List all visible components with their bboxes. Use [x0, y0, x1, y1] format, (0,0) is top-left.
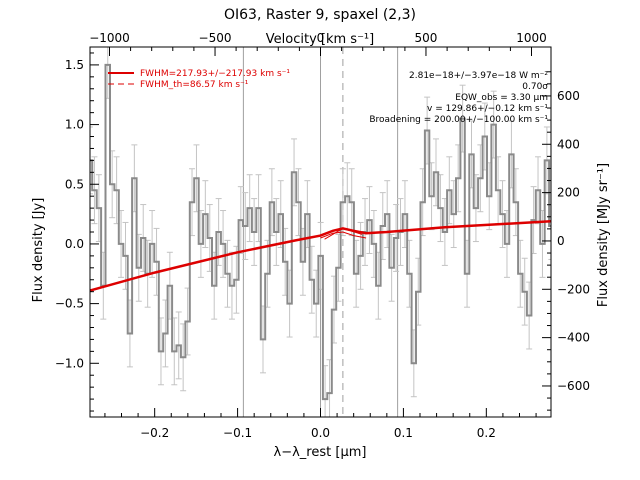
x-tick-label: −0.2	[140, 426, 169, 440]
x-tick-label: 0.2	[477, 426, 496, 440]
legend-label: FWHM_th=86.57 km s⁻¹	[140, 80, 249, 90]
fit-annotation: v = 129.86+/−0.12 km s⁻¹	[427, 104, 548, 114]
top-tick-label: 0	[317, 31, 325, 45]
fit-annotation: 2.81e−18+/−3.97e−18 W m⁻²	[409, 71, 548, 81]
top-tick-label: −1000	[89, 31, 130, 45]
fit-annotation: Broadening = 200.00+/−100.00 km s⁻¹	[369, 115, 548, 125]
axes-frame: −0.2 −0.1 0.0 0.1 0.2 −1.0 −0.5 0.0 0.5 1.0 1.5 −10…	[55, 31, 590, 440]
fit-annotation: EQW_obs = 3.30 μm	[455, 93, 548, 103]
legend: FWHM=217.93+/−217.93 km s⁻¹FWHM_th=86.57…	[108, 69, 290, 90]
y-tick-label: −0.5	[55, 297, 84, 311]
y-tick-label: 1.0	[65, 118, 84, 132]
top-tick-label: −500	[199, 31, 232, 45]
right-tick-label: −200	[557, 282, 590, 296]
legend-label: FWHM=217.93+/−217.93 km s⁻¹	[140, 69, 290, 79]
top-tick-label: 1000	[516, 31, 547, 45]
right-tick-label: 200	[557, 186, 580, 200]
fit-annotation: 0.70σ	[522, 82, 548, 92]
fit-series	[90, 220, 551, 292]
top-axis-label: Velocity [km s⁻¹]	[266, 32, 374, 47]
right-tick-label: 400	[557, 137, 580, 151]
y-tick-label: 0.0	[65, 237, 84, 251]
top-tick-label: 500	[415, 31, 438, 45]
x-tick-label: −0.1	[223, 426, 252, 440]
right-tick-label: 0	[557, 234, 565, 248]
plot-area	[90, 47, 551, 417]
chart-title: OI63, Raster 9, spaxel (2,3)	[224, 7, 416, 23]
fit-component	[320, 231, 367, 239]
y-axis-label-right: Flux density [MJy sr⁻¹]	[596, 163, 611, 307]
y-tick-label: 0.5	[65, 177, 84, 191]
spectrum-series	[90, 63, 551, 401]
x-axis-label: λ−λ_rest [μm]	[274, 445, 367, 460]
right-tick-label: 600	[557, 89, 580, 103]
right-tick-label: −600	[557, 379, 590, 393]
right-tick-label: −400	[557, 331, 590, 345]
y-axis-label: Flux density [Jy]	[31, 198, 46, 303]
x-tick-label: 0.1	[394, 426, 413, 440]
y-tick-label: 1.5	[65, 58, 84, 72]
y-tick-label: −1.0	[55, 356, 84, 370]
x-tick-label: 0.0	[311, 426, 330, 440]
